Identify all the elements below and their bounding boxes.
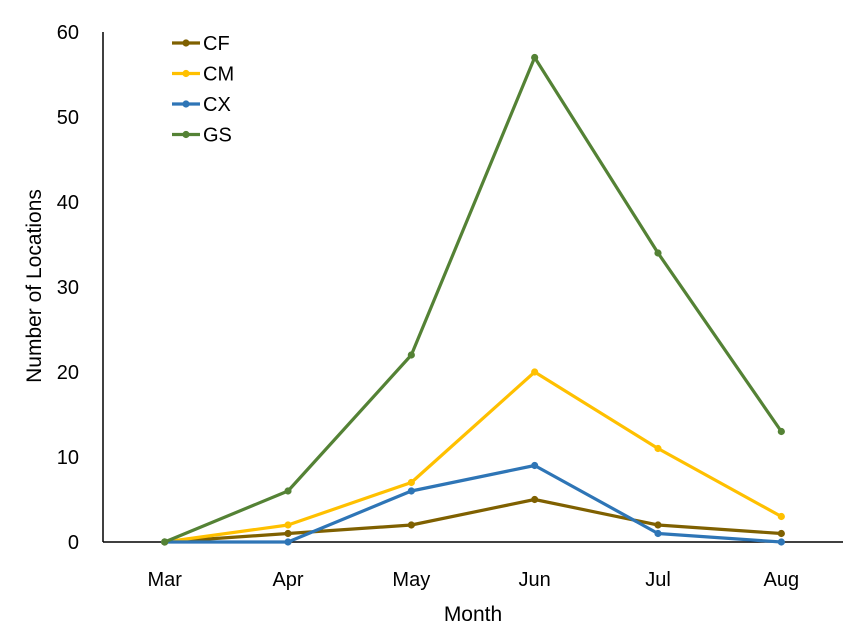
data-point-gs [777, 427, 785, 436]
data-point-cm [777, 512, 785, 521]
series-cf [161, 495, 785, 546]
x-tick-label: Aug [764, 569, 800, 591]
x-tick-label: May [392, 569, 430, 591]
x-tick-label: Mar [147, 569, 182, 591]
data-point-cf [777, 529, 785, 538]
y-tick-label: 40 [57, 192, 79, 214]
y-axis: 0 10 20 30 40 50 60 [57, 22, 104, 554]
series-line-cm [164, 370, 783, 544]
series-layer [161, 53, 785, 546]
series-gs [161, 53, 785, 546]
data-point-cm [531, 368, 539, 376]
y-tick-label: 0 [68, 532, 79, 554]
data-point-gs [531, 53, 539, 62]
data-point-gs [407, 351, 415, 359]
y-tick-label: 30 [57, 277, 79, 299]
legend-marker-cm [182, 69, 190, 78]
data-point-cm [407, 478, 415, 487]
x-axis: Mar Apr May Jun Jul Aug [103, 541, 843, 591]
x-tick-label: Jun [519, 569, 551, 591]
data-point-cx [407, 487, 415, 495]
legend-item-cf: CF [172, 33, 230, 55]
legend-label-cm: CM [203, 64, 234, 86]
x-axis-title: Month [444, 603, 502, 626]
x-tick-label: Jul [645, 569, 671, 591]
data-point-cm [654, 444, 662, 453]
legend-item-cm: CM [172, 64, 234, 86]
data-point-cm [284, 521, 292, 529]
y-axis-title: Number of Locations [23, 189, 46, 383]
legend: CF CM CX GS [172, 33, 234, 147]
legend-marker-cx [182, 100, 190, 108]
series-line-gs [164, 55, 783, 544]
data-point-cx [531, 461, 539, 470]
data-point-cf [654, 521, 662, 529]
legend-marker-gs [182, 130, 190, 139]
legend-item-cx: CX [172, 94, 231, 116]
data-point-cx [777, 538, 785, 546]
legend-marker-cf [182, 39, 190, 47]
data-point-cf [531, 495, 539, 504]
data-point-cf [407, 521, 415, 529]
legend-label-gs: GS [203, 125, 232, 147]
legend-item-gs: GS [172, 125, 232, 147]
legend-label-cx: CX [203, 94, 231, 116]
series-cm [161, 368, 785, 546]
y-tick-label: 60 [57, 22, 79, 44]
data-point-gs [284, 487, 292, 495]
x-tick-label: Apr [272, 569, 303, 591]
data-point-gs [161, 538, 169, 546]
series-line-cx [164, 463, 782, 544]
data-point-gs [654, 249, 662, 257]
data-point-cx [284, 538, 292, 546]
data-point-cx [654, 529, 662, 538]
legend-label-cf: CF [203, 33, 230, 55]
y-tick-label: 10 [57, 447, 79, 469]
data-point-cf [284, 529, 292, 538]
series-line-cf [164, 497, 782, 544]
y-tick-label: 20 [57, 362, 79, 384]
y-tick-label: 50 [57, 107, 79, 129]
